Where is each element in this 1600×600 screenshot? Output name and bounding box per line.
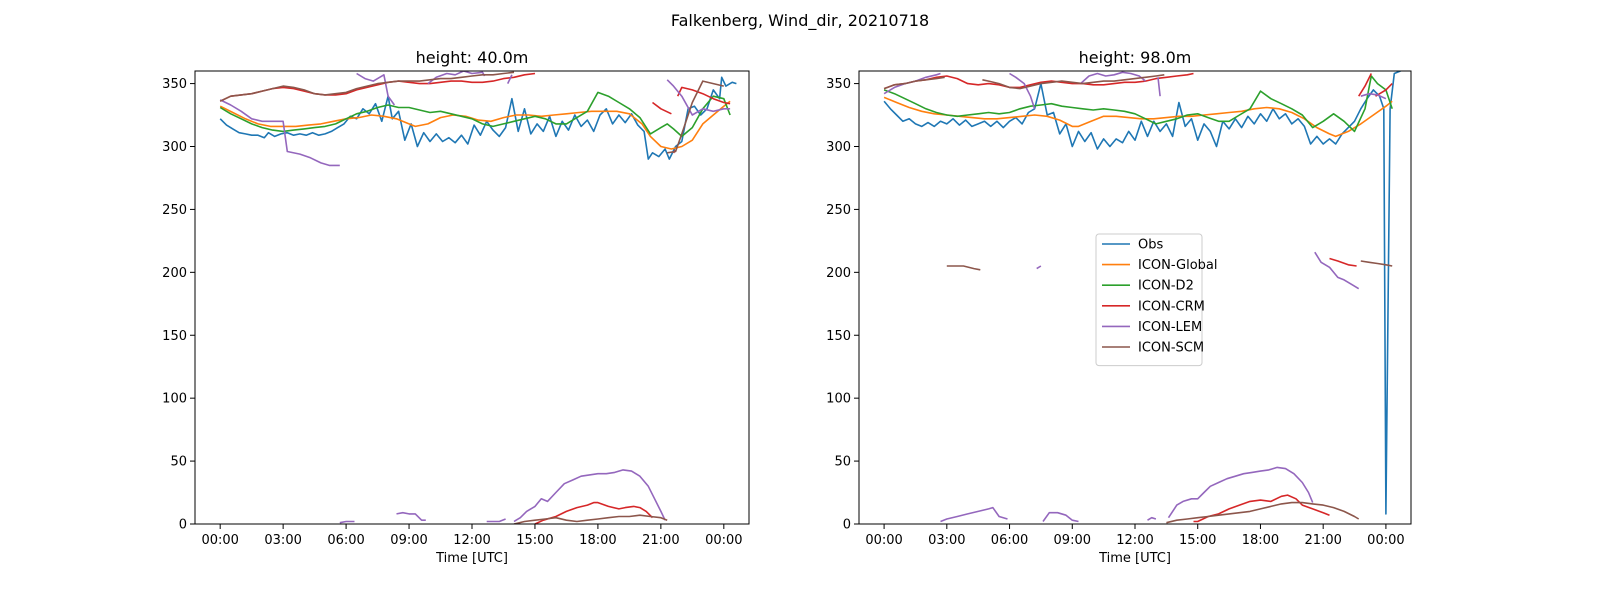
x-tick-label: 18:00 <box>579 533 616 548</box>
chart-panel-height-98: height: 98.0m 00:00 03:00 06:00 09:00 12:00 15… <box>826 48 1412 566</box>
x-tick-label: 00:00 <box>1367 533 1404 548</box>
y-tick-label: 150 <box>826 329 851 344</box>
legend-label: ICON-D2 <box>1138 279 1194 294</box>
panel-title: height: 40.0m <box>416 48 529 67</box>
x-tick-label: 06:00 <box>991 533 1028 548</box>
x-axis-label: Time [UTC] <box>435 551 508 566</box>
legend-label: ICON-CRM <box>1138 299 1205 314</box>
y-tick-label: 100 <box>826 392 851 407</box>
panel-title: height: 98.0m <box>1079 48 1192 67</box>
series-line-obs <box>883 71 1401 515</box>
series-line-icon-scm <box>219 71 724 524</box>
series-line-icon-d2 <box>883 75 1393 133</box>
y-tick-label: 250 <box>162 203 187 218</box>
series-group <box>219 71 737 524</box>
figure-title: Falkenberg, Wind_dir, 20210718 <box>671 11 929 31</box>
y-tick-label: 250 <box>826 203 851 218</box>
y-tick-label: 150 <box>162 329 187 344</box>
y-tick-label: 50 <box>834 455 851 470</box>
x-tick-label: 18:00 <box>1242 533 1279 548</box>
y-tick-label: 200 <box>826 266 851 281</box>
y-tick-label: 0 <box>179 518 187 533</box>
x-tick-label: 00:00 <box>865 533 902 548</box>
chart-panel-height-40: height: 40.0m 00:00 03:00 06:00 09:00 12:00 15… <box>162 48 750 566</box>
x-tick-label: 03:00 <box>264 533 301 548</box>
legend-label: ICON-LEM <box>1138 320 1202 335</box>
y-tick-label: 350 <box>826 77 851 92</box>
y-tick-label: 300 <box>826 140 851 155</box>
x-tick-label: 00:00 <box>201 533 238 548</box>
x-tick-label: 21:00 <box>642 533 679 548</box>
y-tick-label: 0 <box>843 518 851 533</box>
axes-frame <box>194 70 750 525</box>
series-line-obs <box>219 76 737 160</box>
series-line-icon-global <box>883 96 1393 138</box>
series-group <box>883 71 1401 524</box>
legend-label: ICON-Global <box>1138 258 1218 273</box>
x-tick-label: 12:00 <box>453 533 490 548</box>
series-line-icon-lem <box>219 71 731 524</box>
series-line-icon-scm <box>883 74 1393 524</box>
series-line-icon-global <box>219 100 731 150</box>
series-line-icon-crm <box>883 72 1393 523</box>
x-tick-label: 21:00 <box>1304 533 1341 548</box>
legend-label: ICON-SCM <box>1138 341 1204 356</box>
x-tick-label: 00:00 <box>705 533 742 548</box>
x-tick-label: 03:00 <box>928 533 965 548</box>
x-tick-label: 06:00 <box>327 533 364 548</box>
legend-box <box>1095 233 1203 367</box>
y-tick-label: 100 <box>162 392 187 407</box>
series-line-icon-d2 <box>219 91 731 138</box>
x-tick-label: 09:00 <box>390 533 427 548</box>
y-tick-label: 50 <box>170 455 187 470</box>
x-tick-label: 15:00 <box>516 533 553 548</box>
x-axis-label: Time [UTC] <box>1098 551 1171 566</box>
series-line-icon-crm <box>219 72 731 524</box>
legend: Obs ICON-Global ICON-D2 ICON-CRM ICON-LEM ICO… <box>1095 233 1218 367</box>
legend-label: Obs <box>1138 238 1163 253</box>
x-tick-label: 15:00 <box>1179 533 1216 548</box>
y-tick-label: 300 <box>162 140 187 155</box>
x-tick-label: 12:00 <box>1116 533 1153 548</box>
y-tick-label: 200 <box>162 266 187 281</box>
x-tick-label: 09:00 <box>1054 533 1091 548</box>
y-tick-label: 350 <box>162 77 187 92</box>
